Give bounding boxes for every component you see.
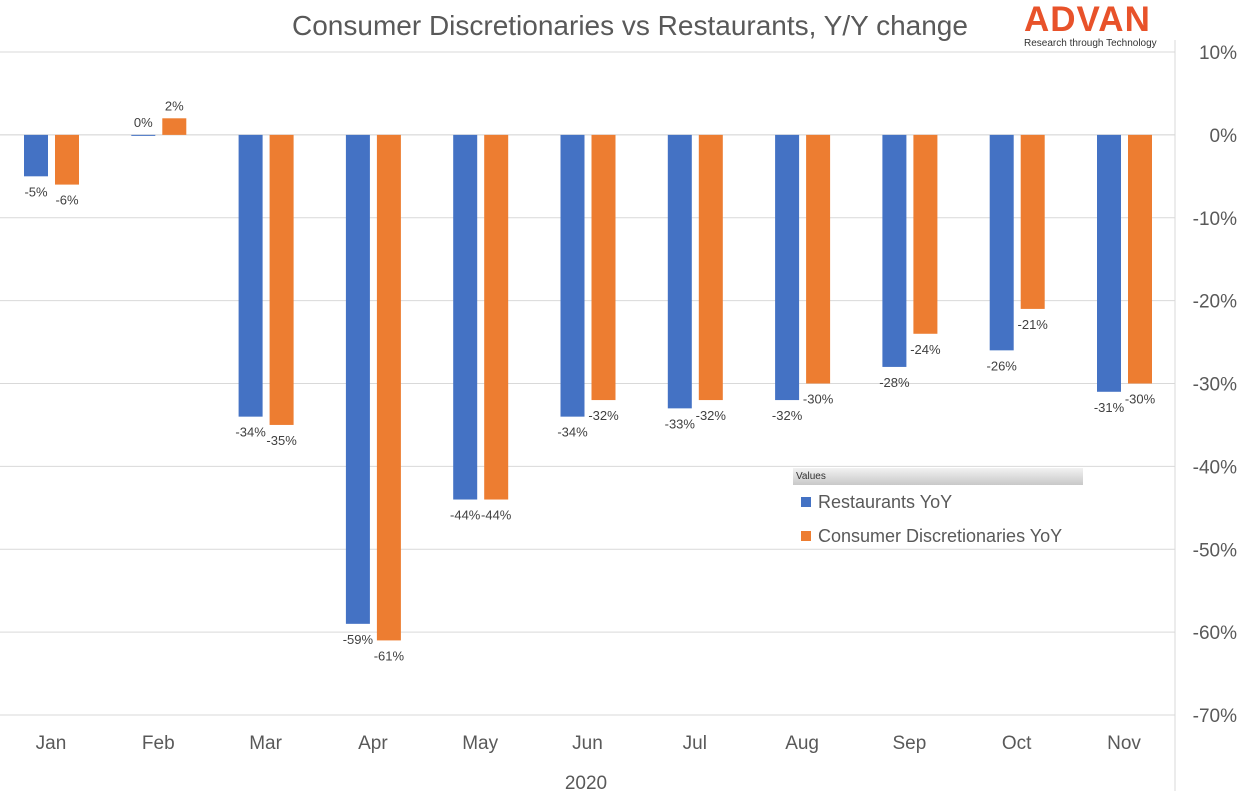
bar — [1128, 134, 1152, 384]
data-label: -26% — [987, 358, 1018, 373]
y-tick-label: -70% — [1193, 706, 1237, 727]
data-label: -33% — [665, 416, 696, 431]
data-label: -32% — [696, 408, 727, 423]
data-label: -21% — [1018, 317, 1049, 332]
chart-legend: Values Restaurants YoY Consumer Discreti… — [793, 468, 1083, 553]
data-label: -61% — [374, 648, 405, 663]
bar — [591, 134, 616, 401]
bar — [269, 134, 294, 425]
x-tick-label: Sep — [892, 733, 926, 754]
legend-item-consumer-discretionaries: Consumer Discretionaries YoY — [801, 519, 1083, 553]
x-tick-label: Apr — [358, 733, 388, 754]
bar — [806, 134, 831, 384]
data-label: 0% — [134, 115, 153, 130]
data-label: -31% — [1094, 400, 1125, 415]
advan-logo: ADVAN Research through Technology — [1024, 2, 1174, 50]
x-tick-label: Jul — [683, 733, 707, 754]
bar — [560, 134, 585, 417]
x-tick-label: May — [462, 733, 498, 754]
y-tick-label: 10% — [1199, 43, 1237, 64]
legend-swatch-consumer-discretionaries — [801, 531, 811, 541]
x-tick-label: Feb — [142, 733, 175, 754]
data-label: -59% — [343, 632, 374, 647]
bar — [667, 134, 692, 409]
data-label: -34% — [235, 425, 266, 440]
y-tick-label: -40% — [1193, 457, 1237, 478]
bar — [24, 134, 48, 177]
x-tick-label: Mar — [249, 733, 282, 754]
x-tick-label: Jan — [36, 733, 67, 754]
chart-title: Consumer Discretionaries vs Restaurants,… — [292, 10, 968, 41]
legend-label-consumer-discretionaries: Consumer Discretionaries YoY — [818, 525, 1063, 546]
bar — [913, 134, 938, 334]
y-tick-label: 0% — [1210, 126, 1238, 147]
bar — [698, 134, 723, 401]
data-label: -32% — [588, 408, 619, 423]
legend-item-restaurants: Restaurants YoY — [801, 485, 1083, 519]
data-label: -44% — [481, 508, 512, 523]
bar — [162, 118, 187, 135]
data-label: -32% — [772, 408, 803, 423]
brand-name: ADVAN — [1024, 0, 1151, 39]
bar — [1097, 134, 1121, 392]
bar — [989, 134, 1014, 351]
data-label: -24% — [910, 342, 941, 357]
bar — [376, 134, 401, 641]
bar — [238, 134, 263, 417]
data-label: -30% — [1125, 392, 1156, 407]
legend-header: Values — [793, 468, 1083, 485]
bar — [131, 134, 156, 136]
legend-label-restaurants: Restaurants YoY — [818, 491, 953, 512]
brand-tagline: Research through Technology — [1024, 38, 1157, 49]
x-axis-title: 2020 — [565, 773, 607, 791]
y-tick-label: -60% — [1193, 623, 1237, 644]
legend-swatch-restaurants — [801, 497, 811, 507]
bar — [775, 134, 800, 401]
data-label: -35% — [266, 433, 297, 448]
data-label: -6% — [55, 193, 79, 208]
bar — [882, 134, 907, 367]
bar — [484, 134, 509, 500]
data-label: -5% — [24, 184, 48, 199]
y-tick-label: -30% — [1193, 375, 1237, 396]
data-label: -28% — [879, 375, 910, 390]
x-tick-label: Oct — [1002, 733, 1032, 754]
y-tick-label: -20% — [1193, 292, 1237, 313]
bar — [453, 134, 478, 500]
x-tick-label: Nov — [1107, 733, 1141, 754]
x-tick-label: Aug — [785, 733, 819, 754]
y-tick-label: -50% — [1193, 540, 1237, 561]
bar — [55, 134, 79, 185]
data-label: -30% — [803, 392, 834, 407]
bar — [1020, 134, 1045, 309]
data-label: -34% — [557, 425, 588, 440]
y-tick-label: -10% — [1193, 209, 1237, 230]
data-label: 2% — [165, 98, 184, 113]
bar — [345, 134, 370, 624]
x-tick-label: Jun — [572, 733, 603, 754]
data-label: -44% — [450, 508, 481, 523]
